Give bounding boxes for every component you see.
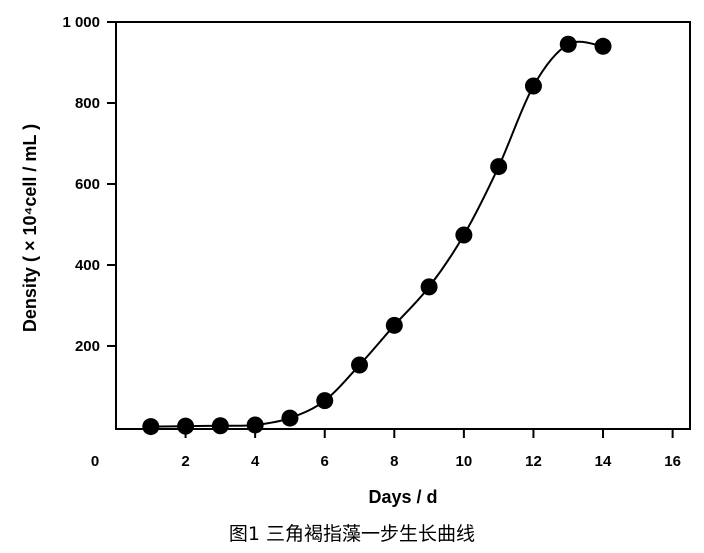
x-tick-label: 14 [595,453,612,470]
fitted-growth-curve [150,40,604,428]
data-point [246,416,264,434]
data-points [142,35,612,436]
x-tick-label: 4 [251,453,260,470]
data-point [455,226,473,244]
data-point [420,278,438,296]
data-point [559,35,577,53]
y-tick-label: 800 [75,95,100,112]
y-tick-label: 600 [75,176,100,193]
x-axis-title: Days / d [368,487,437,507]
x-tick-label: 10 [456,453,473,470]
x-tick-label: 16 [664,453,681,470]
data-point [316,392,334,410]
x-tick-label: 6 [321,453,329,470]
x-tick-label: 12 [525,453,542,470]
data-point [594,37,612,55]
data-point [142,418,160,436]
data-point [177,417,195,435]
y-tick-label: 1 000 [62,14,100,31]
x-origin-label: 0 [91,453,99,470]
x-tick-label: 2 [181,453,189,470]
data-point [490,158,508,176]
y-tick-label: 200 [75,338,100,355]
data-point [351,356,369,374]
x-tick-label: 8 [390,453,398,470]
x-axis-ticks: 2 4 6 8 10 12 14 16 [181,429,681,470]
y-axis-title: Density ( × 10⁴cell / mL ) [20,124,40,332]
figure-caption: 图1 三角褐指藻一步生长曲线 [229,523,475,545]
plot-area-frame [115,21,691,430]
data-point [281,409,299,427]
y-axis-ticks: 200 400 600 800 1 000 [62,14,116,355]
data-point [385,316,403,334]
data-point [524,77,542,95]
data-point [211,417,229,435]
y-tick-label: 400 [75,257,100,274]
